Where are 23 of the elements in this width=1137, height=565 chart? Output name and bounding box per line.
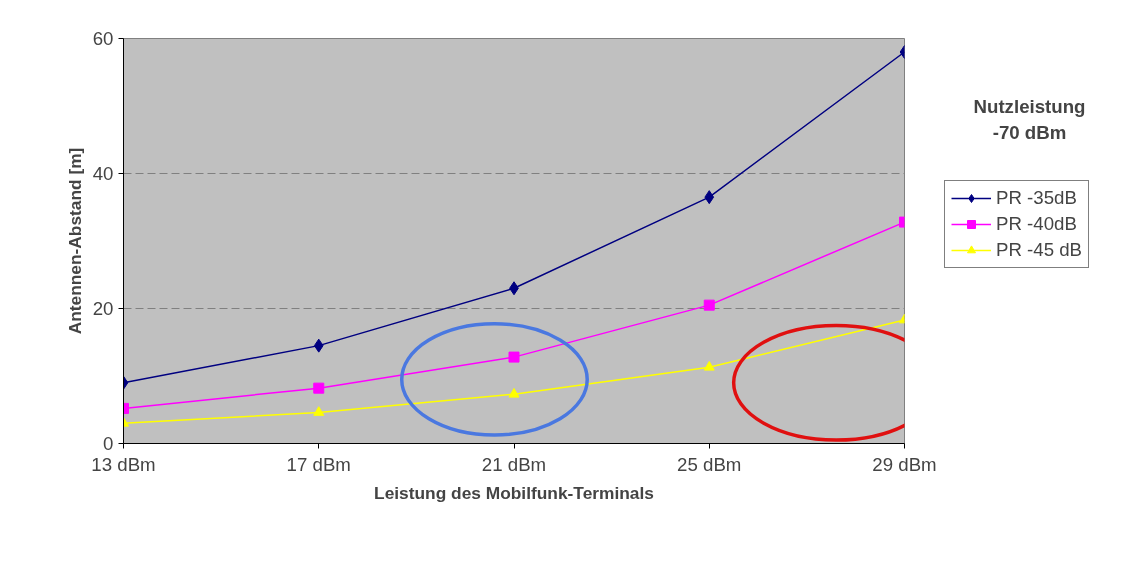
y-tick-label: 20 bbox=[92, 298, 114, 319]
x-axis-title: Leistung des Mobilfunk-Terminals bbox=[374, 482, 654, 503]
point bbox=[703, 299, 715, 311]
y-tick-label: 0 bbox=[103, 433, 114, 454]
point bbox=[313, 406, 325, 416]
point bbox=[508, 387, 520, 398]
x-tick-label: 17 dBm bbox=[286, 453, 351, 475]
point bbox=[313, 338, 324, 353]
legend-label: PR -40dB bbox=[996, 213, 1077, 235]
x-tick-label: 13 dBm bbox=[91, 453, 156, 475]
point bbox=[703, 360, 715, 371]
x-tick-label: 21 dBm bbox=[481, 453, 547, 475]
y-tick-label: 60 bbox=[92, 28, 114, 49]
legend-label: PR -45 dB bbox=[996, 239, 1083, 261]
legend-label: PR -35dB bbox=[996, 187, 1077, 209]
x-tick-label: 25 dBm bbox=[677, 453, 742, 475]
point bbox=[704, 190, 715, 205]
y-axis-title: Antennen-Abstand [m] bbox=[64, 147, 85, 335]
y-tick-label: 40 bbox=[92, 163, 114, 184]
text: Nutzleistung -70 dBm bbox=[973, 96, 1086, 143]
point bbox=[508, 351, 520, 363]
x-tick-label: 29 dBm bbox=[872, 453, 937, 475]
point bbox=[313, 382, 325, 394]
